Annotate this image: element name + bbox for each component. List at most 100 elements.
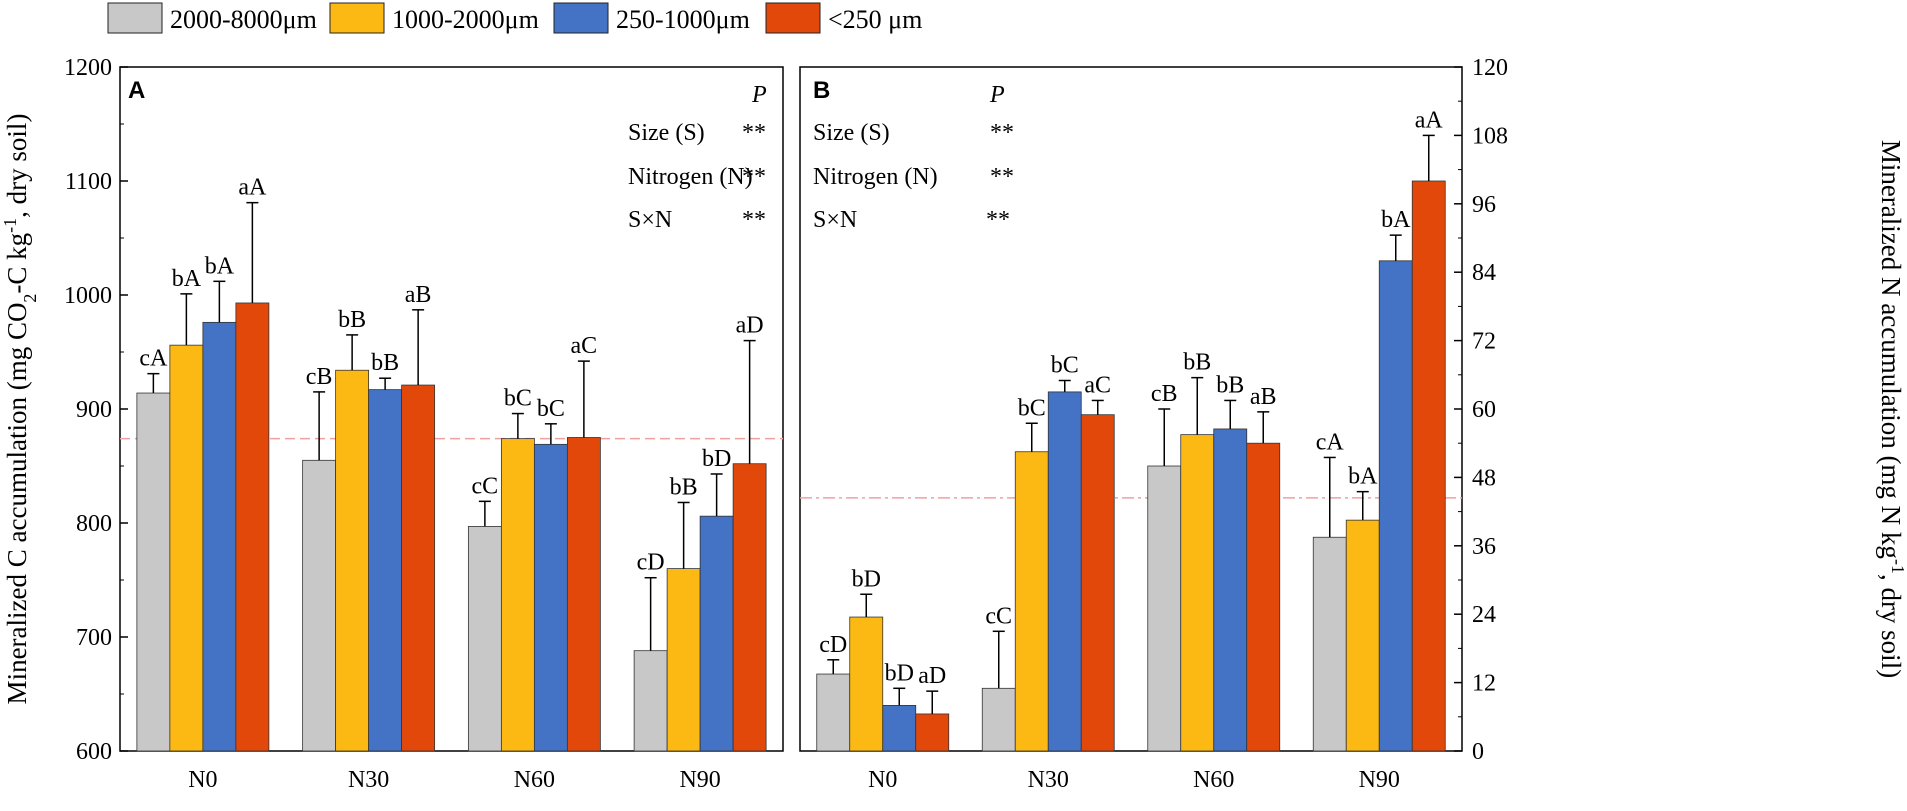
x-tick-label-b: N60 (1193, 767, 1234, 793)
bar-a (169, 344, 204, 752)
bar-b (849, 616, 884, 752)
significance-label-a: bA (172, 266, 202, 292)
significance-label-a: aD (736, 313, 764, 339)
significance-label-a: cC (472, 473, 499, 499)
stats-value-nitrogen: ** (742, 164, 766, 190)
bar-a (401, 384, 436, 752)
x-tick-label-b: N90 (1359, 767, 1400, 793)
legend-label-2000-8000: 2000-8000μm (170, 5, 317, 34)
significance-label-b: aD (918, 663, 946, 689)
bar-b (1312, 536, 1347, 752)
y-axis-title-right: Mineralized N accumulation (mg N kg-1, d… (1876, 140, 1907, 678)
bar-b (1345, 519, 1380, 752)
stats-header-p: P (751, 82, 767, 108)
legend-swatch-lt250 (765, 2, 821, 34)
significance-label-b: bC (1018, 395, 1046, 421)
bar-a (566, 437, 601, 752)
y-tick-label-a: 600 (76, 739, 112, 765)
significance-label-a: aB (405, 282, 432, 308)
significance-label-a: bB (338, 307, 366, 333)
bar-b (915, 713, 950, 752)
significance-label-b: bB (1183, 350, 1211, 376)
y-tick-label-b: 84 (1472, 260, 1496, 286)
y-tick-label-b: 120 (1472, 55, 1508, 81)
significance-label-b: aC (1084, 372, 1111, 398)
bar-b (1411, 180, 1446, 752)
x-tick-label-a: N60 (514, 767, 555, 793)
x-tick-label-a: N0 (188, 767, 217, 793)
bar-b (1378, 260, 1413, 752)
y-tick-label-b: 12 (1472, 671, 1496, 697)
significance-label-a: cD (637, 550, 665, 576)
y-tick-label-b: 48 (1472, 465, 1496, 491)
stats-label-size: Size (S) (813, 120, 890, 146)
y-axis-title-left: Mineralized C accumulation (mg CO2-C kg-… (0, 114, 40, 705)
y-tick-label-b: 96 (1472, 192, 1496, 218)
significance-label-b: bA (1348, 464, 1378, 490)
significance-label-b: aB (1250, 384, 1277, 410)
y-tick-label-a: 800 (76, 511, 112, 537)
bar-a (202, 321, 237, 752)
y-tick-label-a: 700 (76, 625, 112, 651)
stats-value-size: ** (742, 120, 766, 146)
bar-b (816, 673, 851, 752)
bar-a (302, 459, 337, 752)
bar-a (633, 650, 668, 752)
stats-value-sxn: ** (986, 207, 1010, 233)
significance-label-b: bD (885, 660, 914, 686)
significance-label-a: bB (371, 350, 399, 376)
significance-label-b: cD (819, 632, 847, 658)
stats-table-b: P Size (S) ** Nitrogen (N) ** S×N ** (813, 82, 1014, 233)
significance-label-b: cB (1151, 381, 1178, 407)
bar-b (981, 687, 1016, 752)
x-tick-label-b: N30 (1028, 767, 1069, 793)
y-tick-label-a: 1000 (64, 283, 112, 309)
x-tick-label-b: N0 (868, 767, 897, 793)
panel-a-letter: A (128, 77, 145, 104)
bar-a (335, 369, 370, 752)
bar-a (500, 438, 535, 752)
legend: 2000-8000μm 1000-2000μm 250-1000μm <250 … (107, 2, 922, 34)
significance-label-a: bD (702, 446, 731, 472)
stats-table-a: P Size (S) ** Nitrogen (N) ** S×N ** (628, 82, 767, 233)
bar-b (1246, 442, 1281, 752)
bar-b (1213, 428, 1248, 752)
bar-a (368, 389, 403, 752)
legend-label-250-1000: 250-1000μm (616, 5, 750, 34)
significance-label-a: bA (205, 253, 235, 279)
x-tick-label-a: N30 (348, 767, 389, 793)
y-tick-label-a: 1200 (64, 55, 112, 81)
stats-header-p: P (989, 82, 1005, 108)
legend-label-1000-2000: 1000-2000μm (392, 5, 539, 34)
stats-label-sxn: S×N (628, 207, 672, 233)
significance-label-a: cB (306, 364, 333, 390)
panel-b-letter: B (813, 77, 830, 104)
significance-label-b: bB (1216, 372, 1244, 398)
legend-swatch-2000-8000 (107, 2, 163, 34)
y-tick-label-b: 0 (1472, 739, 1484, 765)
significance-label-a: bC (537, 396, 565, 422)
bar-b (882, 705, 917, 752)
stats-value-nitrogen: ** (990, 164, 1014, 190)
bar-a (533, 443, 568, 752)
stats-label-nitrogen: Nitrogen (N) (813, 164, 938, 190)
significance-label-b: bD (852, 566, 881, 592)
stats-label-size: Size (S) (628, 120, 705, 146)
stats-label-nitrogen: Nitrogen (N) (628, 164, 753, 190)
significance-label-a: aA (238, 175, 267, 201)
bar-b (1180, 434, 1215, 752)
stats-label-sxn: S×N (813, 207, 857, 233)
y-tick-label-b: 36 (1472, 534, 1496, 560)
stats-value-sxn: ** (742, 207, 766, 233)
y-tick-label-b: 72 (1472, 329, 1496, 355)
x-tick-label-a: N90 (679, 767, 720, 793)
bar-b (1147, 465, 1182, 752)
bar-a (467, 526, 502, 752)
significance-label-b: bC (1051, 353, 1079, 379)
bar-b (1014, 451, 1049, 752)
bar-a (666, 568, 701, 752)
bar-a (699, 515, 734, 752)
legend-swatch-250-1000 (553, 2, 609, 34)
y-tick-label-a: 1100 (65, 169, 112, 195)
significance-label-a: bC (504, 386, 532, 412)
